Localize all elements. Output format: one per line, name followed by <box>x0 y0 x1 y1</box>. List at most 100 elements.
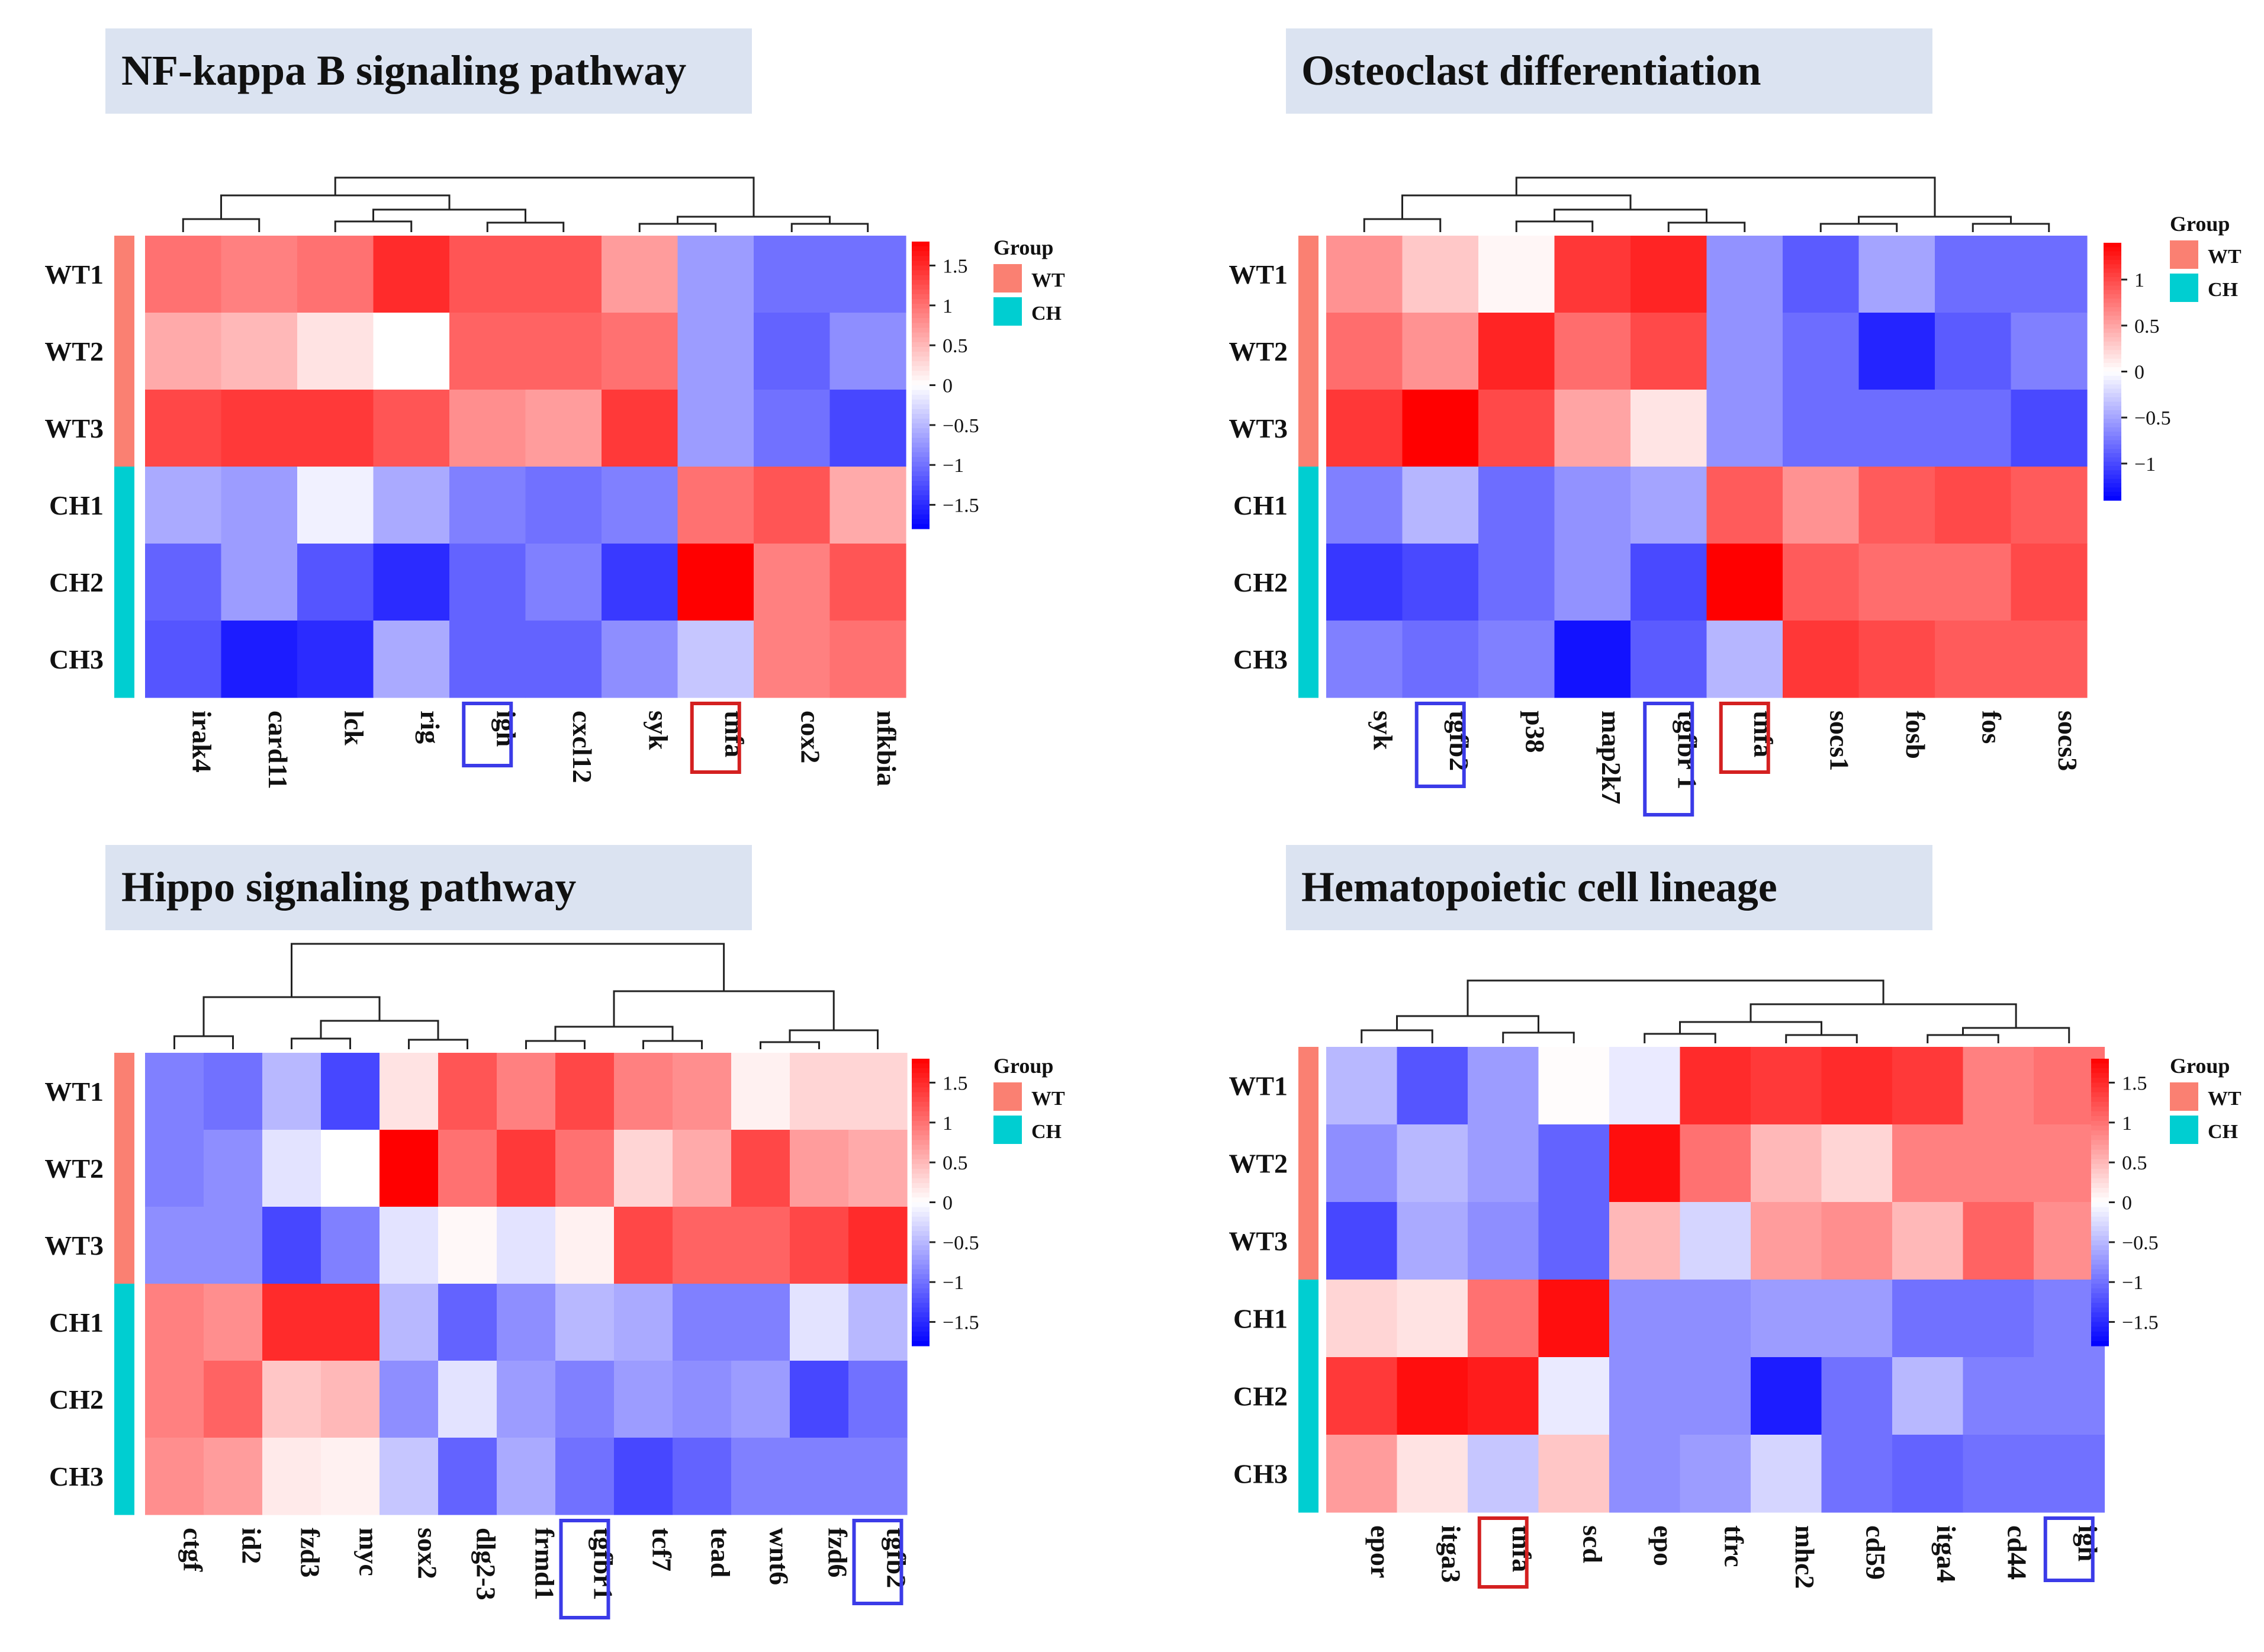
colorbar-step <box>2091 1164 2109 1169</box>
colorbar-step <box>2091 1278 2109 1284</box>
colorbar-step <box>2104 337 2121 342</box>
heatmap-cell <box>497 1053 556 1130</box>
heatmap-cell <box>525 313 602 390</box>
heatmap-cell <box>1478 621 1555 698</box>
colorbar: 1.5 1 0.5 0 −0.5 −1 −1.5 <box>2091 1059 2159 1346</box>
colorbar-step <box>912 1164 930 1169</box>
heatmap-cell <box>321 1130 380 1207</box>
colorbar-step <box>912 380 930 386</box>
heatmap-cell <box>1821 1357 1893 1435</box>
dendrogram-branch <box>677 216 831 224</box>
heatmap-cell <box>731 1130 790 1207</box>
heatmap-cell <box>438 1438 497 1515</box>
colorbar-step <box>912 1174 930 1179</box>
heatmap-cell <box>1783 621 1860 698</box>
heatmap-cell <box>1538 1202 1610 1280</box>
heatmap-cell <box>1609 1280 1681 1358</box>
colorbar-step <box>912 1298 930 1303</box>
colorbar-step <box>912 1331 930 1337</box>
legend-label: WT <box>1031 1088 1065 1110</box>
colorbar-step <box>912 1154 930 1160</box>
colorbar-step <box>2104 247 2121 252</box>
colorbar-step <box>912 242 930 247</box>
colorbar-tick-label: −0.5 <box>2134 407 2171 429</box>
heatmap-cell <box>525 236 602 313</box>
dendrogram-branch <box>334 220 413 232</box>
colorbar-step <box>912 289 930 295</box>
column-label: cox2 <box>795 711 825 763</box>
heatmap-cell <box>1821 1435 1893 1513</box>
heatmap-cell <box>262 1438 321 1515</box>
colorbar-step <box>912 323 930 329</box>
colorbar-step <box>2091 1078 2109 1084</box>
group-bar-segment <box>114 1361 134 1438</box>
legend-swatch <box>2170 240 2198 269</box>
heatmap-cell <box>1326 1202 1398 1280</box>
panel-title: Hematopoietic cell lineage <box>1301 863 1777 911</box>
colorbar-step <box>912 1269 930 1275</box>
colorbar-step <box>912 327 930 333</box>
heatmap-cell <box>1326 467 1403 544</box>
heatmap-cell <box>1783 467 1860 544</box>
column-dendrogram <box>1363 176 2050 232</box>
colorbar-step <box>912 356 930 362</box>
colorbar-step <box>2091 1154 2109 1160</box>
heatmap-cell <box>1706 621 1783 698</box>
colorbar-tick-label: 0.5 <box>943 1152 968 1174</box>
heatmap-cell <box>1858 313 1935 390</box>
colorbar-tick-label: −0.5 <box>943 415 979 437</box>
colorbar-step <box>2091 1202 2109 1208</box>
heatmap-cell <box>1554 390 1631 467</box>
heatmap-cell <box>1478 544 1555 621</box>
heatmap-cell <box>1963 1280 2034 1358</box>
colorbar-step <box>912 346 930 352</box>
colorbar-step <box>2091 1307 2109 1313</box>
heatmap-cell <box>380 1053 439 1130</box>
group-bar-segment <box>114 1207 134 1284</box>
colorbar-step <box>912 1197 930 1203</box>
colorbar-tick-label: −0.5 <box>943 1232 979 1254</box>
row-label: WT2 <box>44 336 104 367</box>
colorbar-tick-label: 0.5 <box>943 335 968 357</box>
heatmap-cell <box>145 313 222 390</box>
colorbar-step <box>912 1341 930 1346</box>
heatmap-cell <box>614 1053 673 1130</box>
colorbar-step <box>2091 1101 2109 1107</box>
colorbar-step <box>2104 397 2121 402</box>
heatmap-cell <box>380 1438 439 1515</box>
column-label: tgfb2 <box>1444 711 1474 771</box>
heatmap-cell <box>829 390 906 467</box>
heatmap-cell <box>555 1053 615 1130</box>
colorbar-step <box>2104 285 2121 291</box>
dendrogram-branch <box>1750 1003 2017 1028</box>
heatmap-cell <box>1680 1435 1751 1513</box>
heatmap-cell <box>145 390 222 467</box>
colorbar-step <box>912 1231 930 1236</box>
heatmap-cell <box>1751 1202 1822 1280</box>
heatmap-cell <box>1706 390 1783 467</box>
panel-title: Hippo signaling pathway <box>121 863 576 911</box>
row-label: WT3 <box>1229 413 1288 443</box>
colorbar-step <box>912 490 930 496</box>
heatmap-cell <box>1397 1124 1468 1203</box>
dendrogram-branch <box>334 176 755 217</box>
heatmap-cell <box>221 544 298 621</box>
heatmap-cell <box>1468 1124 1539 1203</box>
heatmap-cell <box>1783 236 1860 313</box>
heatmap-cell <box>145 1053 204 1130</box>
colorbar-step <box>912 466 930 472</box>
column-label: nfkbia <box>871 711 902 786</box>
colorbar-step <box>2091 1336 2109 1342</box>
column-label: epo <box>1648 1525 1678 1566</box>
colorbar-step <box>2104 457 2121 462</box>
colorbar-step <box>912 270 930 276</box>
dendrogram-branch <box>1515 220 1594 232</box>
heatmap-cell <box>1783 544 1860 621</box>
title-box <box>105 845 752 930</box>
colorbar-step <box>2091 1322 2109 1328</box>
heatmap-cell <box>373 621 450 698</box>
colorbar-step <box>912 1274 930 1280</box>
dendrogram-branch <box>1401 194 1632 219</box>
heatmap-cell <box>1631 313 1707 390</box>
heatmap-cell <box>449 236 526 313</box>
